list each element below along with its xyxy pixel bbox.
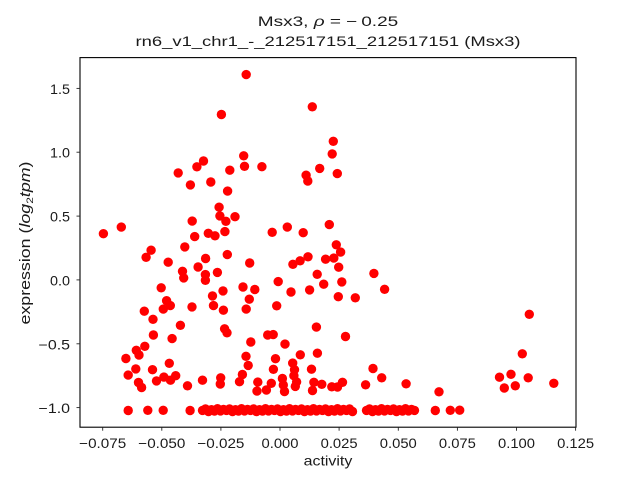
svg-text:−0.5: −0.5: [39, 337, 71, 352]
svg-text:0.0: 0.0: [50, 273, 70, 288]
svg-text:1.0: 1.0: [50, 146, 70, 161]
svg-text:0.100: 0.100: [498, 436, 535, 451]
svg-text:0.5: 0.5: [50, 210, 70, 225]
svg-text:−0.025: −0.025: [197, 436, 244, 451]
svg-text:0.050: 0.050: [380, 436, 417, 451]
svg-text:0.125: 0.125: [557, 436, 594, 451]
svg-text:0.025: 0.025: [321, 436, 358, 451]
svg-text:rn6_v1_chr1_-_212517151_212517: rn6_v1_chr1_-_212517151_212517151 (Msx3): [136, 34, 521, 49]
svg-text:−0.050: −0.050: [138, 436, 185, 451]
svg-text:1.5: 1.5: [50, 82, 70, 97]
svg-text:0.075: 0.075: [439, 436, 476, 451]
svg-text:0.000: 0.000: [262, 436, 299, 451]
svg-text:−1.0: −1.0: [39, 401, 71, 416]
svg-text:−0.075: −0.075: [79, 436, 126, 451]
svg-text:expression (log2tpm): expression (log2tpm): [18, 162, 36, 325]
svg-text:Msx3, ρ = − 0.25: Msx3, ρ = − 0.25: [258, 14, 399, 29]
svg-text:activity: activity: [304, 453, 353, 468]
